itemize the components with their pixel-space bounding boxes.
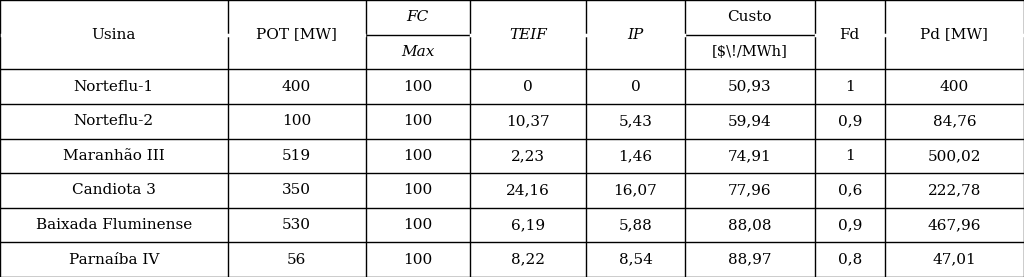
- Text: 500,02: 500,02: [928, 149, 981, 163]
- Text: Max: Max: [401, 45, 434, 59]
- Text: 400: 400: [940, 79, 969, 94]
- Text: 8,22: 8,22: [511, 253, 545, 267]
- Text: 0,9: 0,9: [838, 218, 862, 232]
- Text: 16,07: 16,07: [613, 183, 657, 198]
- Text: 0: 0: [523, 79, 532, 94]
- Text: 100: 100: [403, 114, 432, 128]
- Text: Usina: Usina: [91, 28, 136, 42]
- Text: 50,93: 50,93: [728, 79, 772, 94]
- Text: Candiota 3: Candiota 3: [72, 183, 156, 198]
- Text: Norteflu-2: Norteflu-2: [74, 114, 154, 128]
- Text: Fd: Fd: [840, 28, 860, 42]
- Text: 100: 100: [403, 183, 432, 198]
- Text: 350: 350: [282, 183, 311, 198]
- Text: TEIF: TEIF: [509, 28, 547, 42]
- Text: 2,23: 2,23: [511, 149, 545, 163]
- Text: 100: 100: [403, 149, 432, 163]
- Text: 100: 100: [403, 79, 432, 94]
- Text: 1: 1: [845, 149, 855, 163]
- Text: 100: 100: [403, 253, 432, 267]
- Text: 77,96: 77,96: [728, 183, 772, 198]
- Text: 74,91: 74,91: [728, 149, 772, 163]
- Text: 467,96: 467,96: [928, 218, 981, 232]
- Text: Parnaíba IV: Parnaíba IV: [69, 253, 159, 267]
- Text: 24,16: 24,16: [506, 183, 550, 198]
- Text: 88,97: 88,97: [728, 253, 772, 267]
- Text: [$\!/MWh]: [$\!/MWh]: [712, 45, 787, 59]
- Text: Norteflu-1: Norteflu-1: [74, 79, 154, 94]
- Text: 10,37: 10,37: [506, 114, 550, 128]
- Text: Maranhão III: Maranhão III: [62, 149, 165, 163]
- Text: 5,88: 5,88: [618, 218, 652, 232]
- Text: FC: FC: [407, 10, 429, 24]
- Text: 1: 1: [845, 79, 855, 94]
- Text: 400: 400: [282, 79, 311, 94]
- Text: 47,01: 47,01: [933, 253, 976, 267]
- Text: Pd [MW]: Pd [MW]: [921, 28, 988, 42]
- Text: POT [MW]: POT [MW]: [256, 28, 337, 42]
- Text: 0,6: 0,6: [838, 183, 862, 198]
- Text: 222,78: 222,78: [928, 183, 981, 198]
- Text: 5,43: 5,43: [618, 114, 652, 128]
- Text: 0: 0: [631, 79, 640, 94]
- Text: 100: 100: [403, 218, 432, 232]
- Text: 59,94: 59,94: [728, 114, 772, 128]
- Text: 530: 530: [282, 218, 311, 232]
- Text: 8,54: 8,54: [618, 253, 652, 267]
- Text: IP: IP: [628, 28, 644, 42]
- Text: 519: 519: [282, 149, 311, 163]
- Text: 100: 100: [282, 114, 311, 128]
- Text: 56: 56: [287, 253, 306, 267]
- Text: 0,8: 0,8: [838, 253, 862, 267]
- Text: Custo: Custo: [728, 10, 772, 24]
- Text: 0,9: 0,9: [838, 114, 862, 128]
- Text: 6,19: 6,19: [511, 218, 545, 232]
- Text: 88,08: 88,08: [728, 218, 772, 232]
- Text: 1,46: 1,46: [618, 149, 652, 163]
- Text: 84,76: 84,76: [933, 114, 976, 128]
- Text: Baixada Fluminense: Baixada Fluminense: [36, 218, 191, 232]
